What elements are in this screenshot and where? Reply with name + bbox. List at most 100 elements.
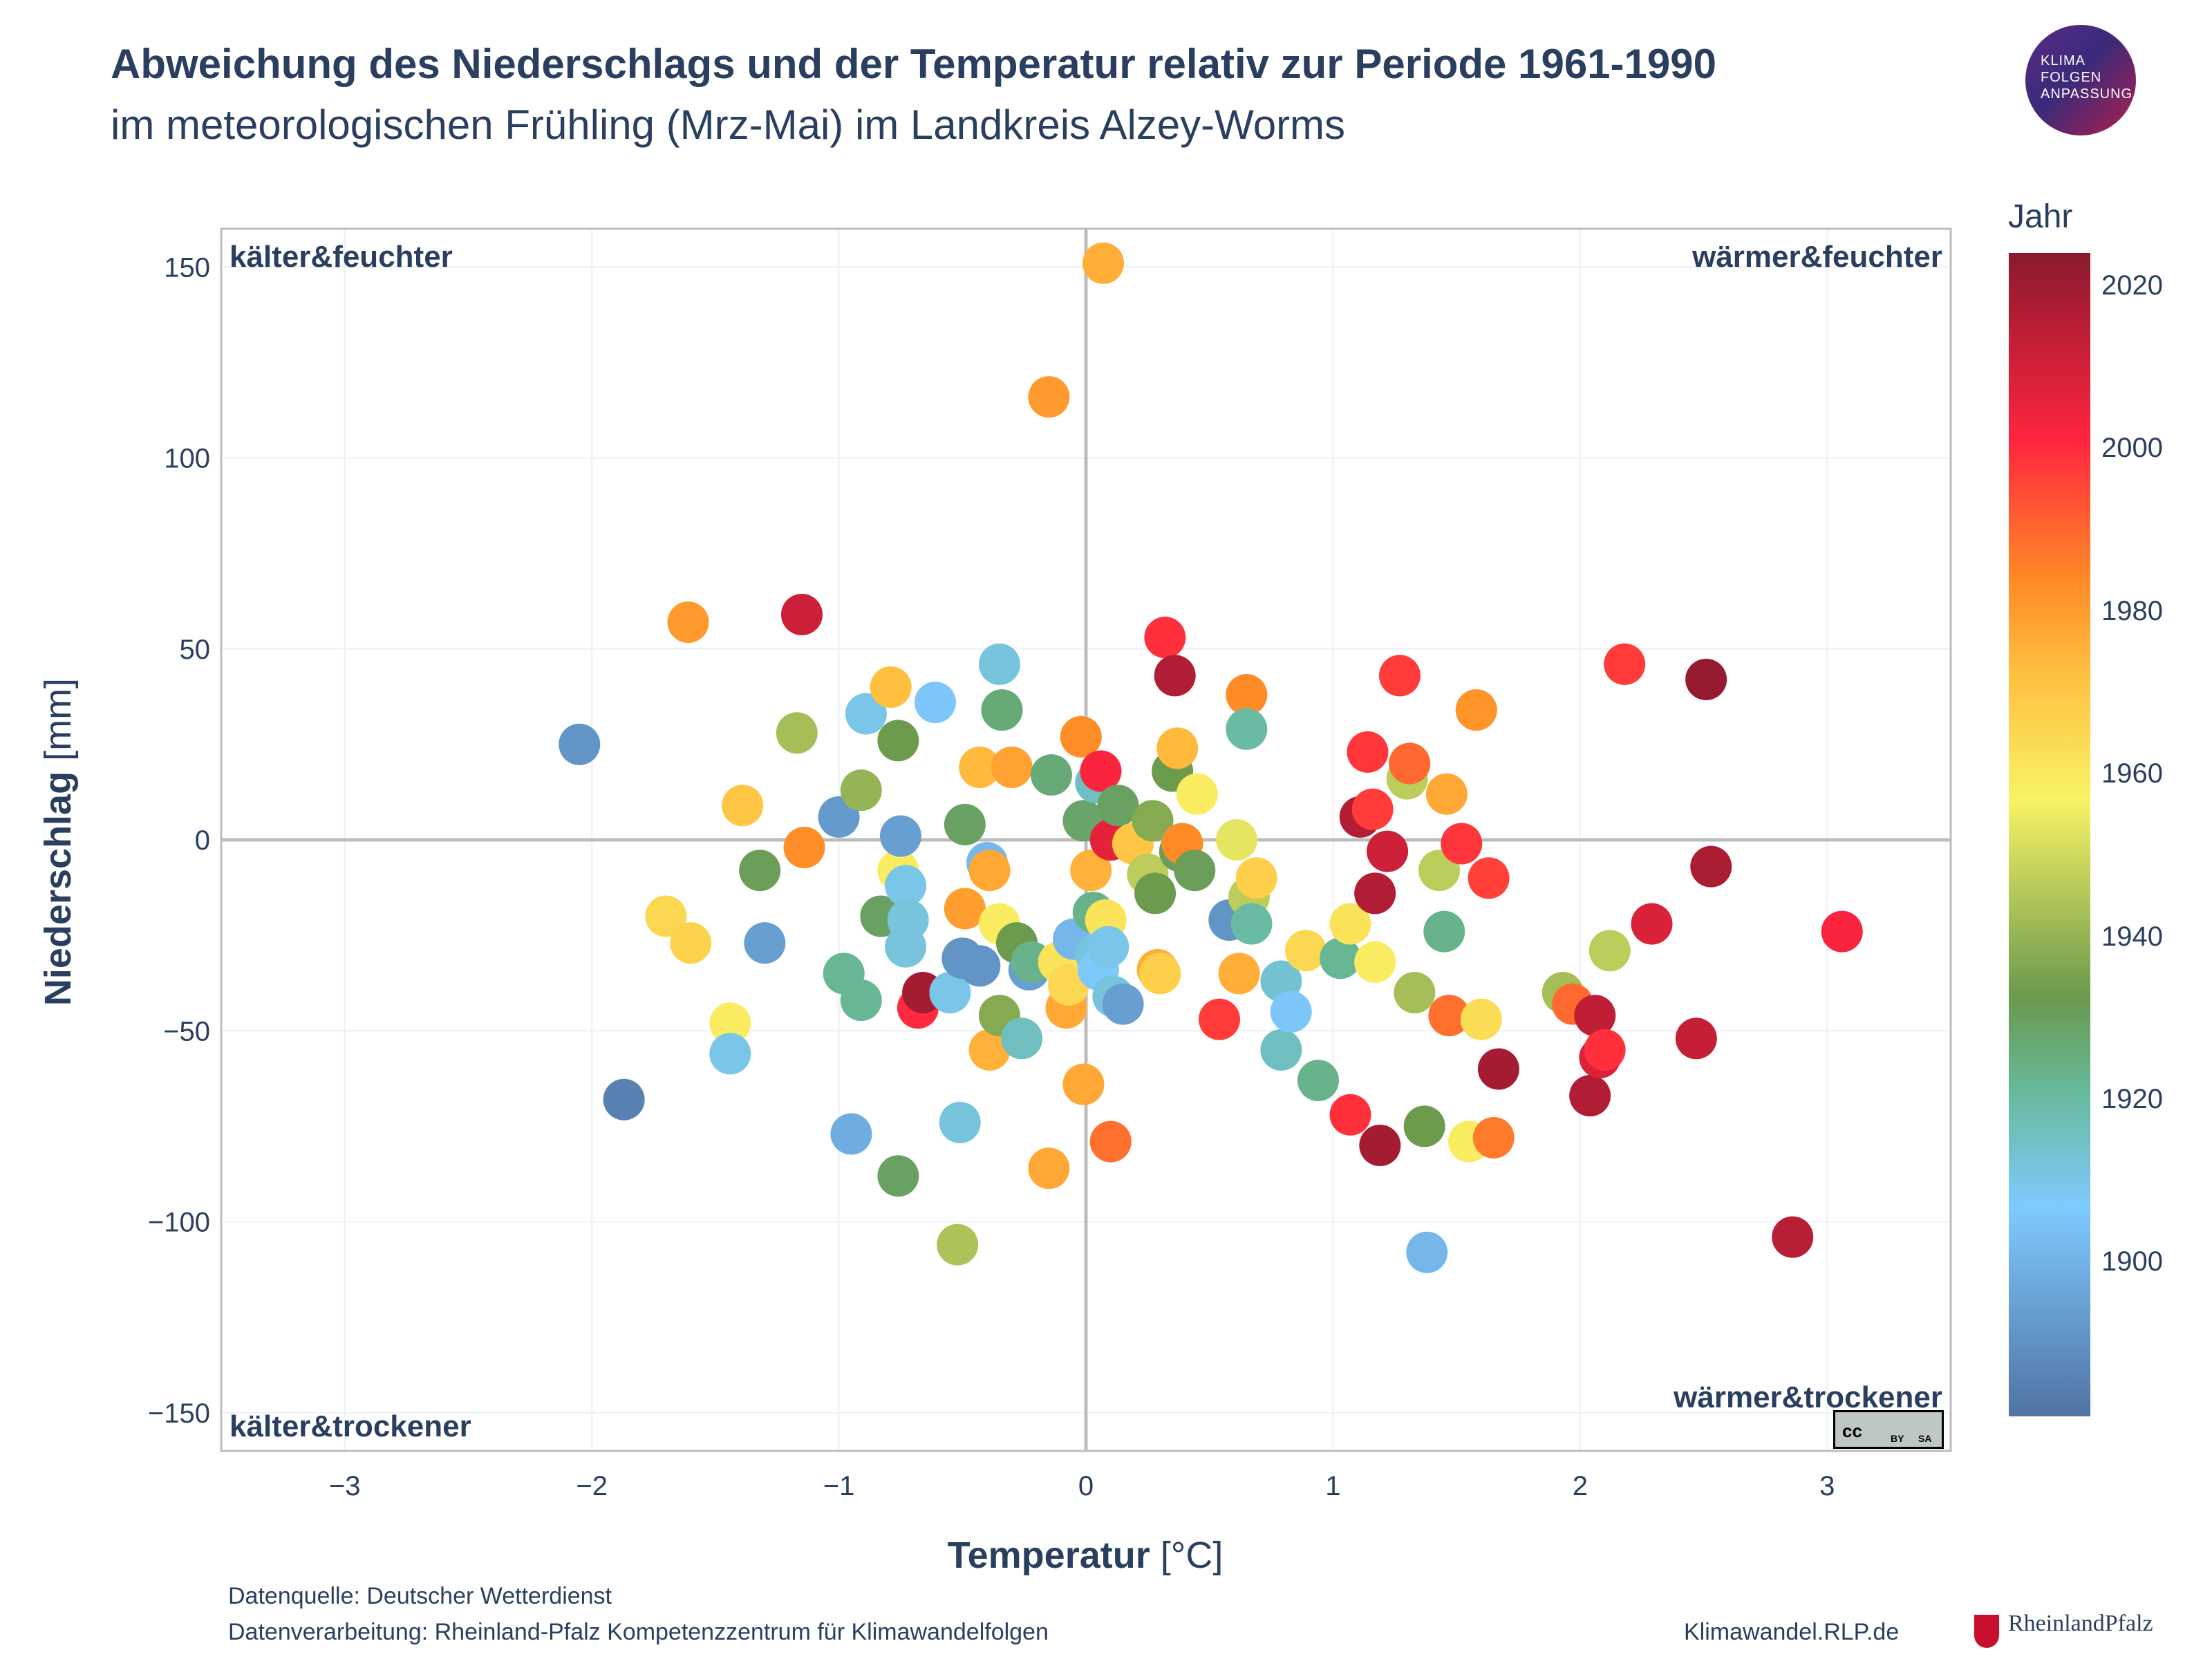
- klimafolgen-logo: KLIMA FOLGEN ANPASSUNG: [2025, 25, 2136, 135]
- data-point: [1062, 1063, 1105, 1105]
- data-point: [1320, 937, 1362, 980]
- data-point: [1441, 823, 1483, 865]
- data-point: [709, 1033, 751, 1075]
- colorbar-tick-label: 1980: [2101, 595, 2163, 626]
- data-point: [1425, 773, 1468, 815]
- data-point: [929, 972, 971, 1013]
- data-point: [885, 865, 927, 907]
- data-point: [1176, 773, 1218, 815]
- data-point: [1472, 1116, 1515, 1159]
- y-tick-label: 50: [180, 635, 211, 665]
- data-point: [722, 785, 764, 827]
- y-tick-label: 100: [164, 444, 210, 474]
- data-point: [870, 666, 912, 708]
- data-point: [1675, 1018, 1717, 1060]
- colorbar-tick-label: 1920: [2101, 1084, 2163, 1114]
- data-point: [1329, 903, 1371, 945]
- cc-license-badge: cc BY SA: [1833, 1410, 1944, 1449]
- data-point: [1351, 788, 1394, 830]
- data-point: [1329, 1094, 1371, 1136]
- colorbar-tick-label: 1940: [2101, 921, 2163, 952]
- data-point: [959, 945, 1001, 987]
- quadrant-label-bottom-right: wärmer&trockener: [1673, 1380, 1942, 1414]
- data-point: [1378, 655, 1421, 697]
- colorbar-title: Jahr: [2008, 198, 2073, 235]
- data-point: [914, 682, 956, 724]
- data-point: [1403, 1105, 1445, 1147]
- quadrant-label-bottom-left: kälter&trockener: [229, 1409, 471, 1443]
- data-point: [1154, 655, 1196, 697]
- x-tick-label: −3: [329, 1471, 361, 1501]
- data-point: [1132, 800, 1174, 842]
- data-point: [1821, 910, 1863, 953]
- data-point: [603, 1078, 645, 1121]
- data-point: [670, 922, 712, 964]
- data-point: [879, 815, 921, 857]
- data-point: [1216, 819, 1258, 861]
- data-processing: Datenverarbeitung: Rheinland-Pfalz Kompe…: [228, 1619, 1049, 1645]
- y-tick-label: −50: [163, 1016, 210, 1047]
- y-axis-label: Niederschlag [mm]: [37, 678, 79, 1006]
- data-point: [840, 980, 882, 1022]
- data-point: [1070, 850, 1112, 892]
- chart-subtitle: im meteorologischen Frühling (Mrz-Mai) i…: [111, 102, 1346, 148]
- data-point: [1134, 872, 1177, 915]
- data-point: [1102, 983, 1144, 1025]
- data-point: [559, 723, 601, 765]
- x-tick-label: 0: [1078, 1471, 1094, 1501]
- y-tick-label: −100: [148, 1208, 210, 1238]
- data-point: [1347, 731, 1389, 773]
- data-point: [1030, 754, 1072, 796]
- data-point: [1574, 995, 1616, 1037]
- quadrant-label-top-left: kälter&feuchter: [229, 240, 453, 274]
- data-point: [1001, 1018, 1043, 1060]
- data-point: [1367, 830, 1409, 872]
- website-link[interactable]: Klimawandel.RLP.de: [1684, 1619, 1900, 1645]
- data-point: [645, 895, 687, 937]
- data-point: [783, 827, 825, 869]
- colorbar: [2009, 253, 2090, 1416]
- data-point: [1569, 1075, 1611, 1117]
- data-point: [780, 594, 823, 636]
- data-point: [1455, 689, 1497, 731]
- data-point: [937, 1224, 979, 1266]
- data-point: [1477, 1048, 1519, 1090]
- x-tick-label: 1: [1325, 1471, 1340, 1501]
- rlp-coat-of-arms-icon: [1974, 1615, 1999, 1648]
- data-point: [1685, 658, 1727, 700]
- x-tick-label: 3: [1819, 1471, 1835, 1501]
- data-point: [968, 1029, 1011, 1071]
- data-point: [744, 922, 786, 964]
- data-point: [1226, 708, 1268, 750]
- data-point: [1028, 376, 1070, 418]
- data-point: [1460, 998, 1502, 1040]
- data-point: [776, 712, 818, 754]
- colorbar-tick-label: 2000: [2101, 433, 2163, 464]
- x-tick-label: 2: [1573, 1471, 1588, 1501]
- quadrant-label-top-right: wärmer&feuchter: [1691, 240, 1942, 274]
- y-tick-label: −150: [148, 1398, 210, 1429]
- data-point: [885, 926, 927, 968]
- data-point: [1060, 715, 1102, 758]
- data-point: [1359, 1125, 1401, 1166]
- data-point: [1406, 1231, 1448, 1273]
- data-point: [939, 1101, 981, 1143]
- data-point: [1144, 617, 1186, 659]
- data-point: [959, 747, 1001, 789]
- y-tick-label: 0: [195, 825, 210, 856]
- x-tick-label: −1: [823, 1471, 855, 1501]
- data-point: [1087, 926, 1130, 968]
- chart-title: Abweichung des Niederschlags und der Tem…: [111, 41, 1717, 87]
- data-point: [1394, 972, 1436, 1013]
- data-point: [1297, 1060, 1339, 1102]
- data-point: [1156, 727, 1199, 769]
- data-point: [991, 747, 1033, 789]
- data-point: [1080, 750, 1122, 792]
- data-point: [944, 888, 986, 930]
- data-point: [981, 689, 1023, 731]
- data-point: [830, 1113, 872, 1155]
- data-point: [1097, 785, 1139, 827]
- data-point: [739, 850, 781, 892]
- data-point: [1772, 1216, 1814, 1258]
